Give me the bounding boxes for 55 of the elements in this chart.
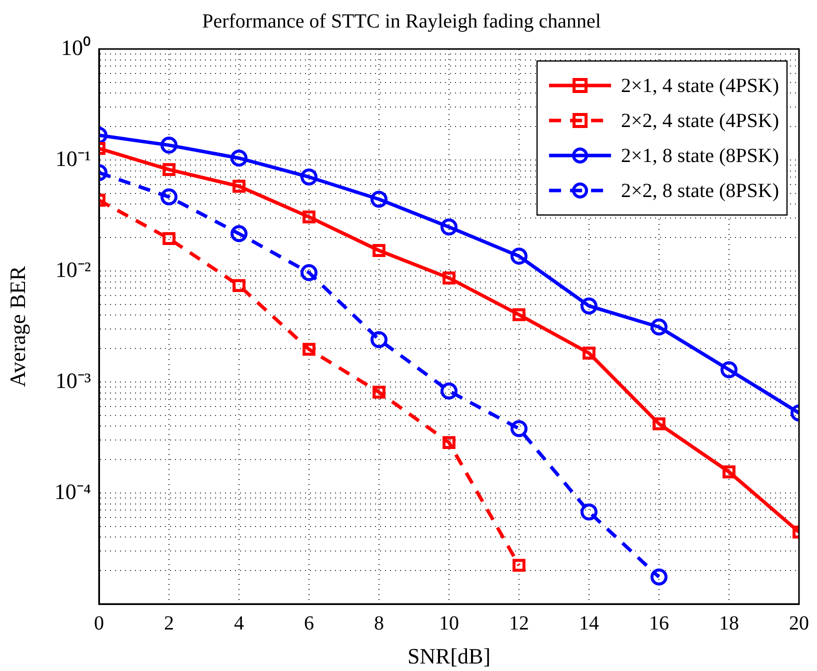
point xyxy=(722,465,736,478)
point xyxy=(652,417,666,430)
point xyxy=(370,331,388,348)
x-tick-label: 6 xyxy=(304,612,314,634)
point xyxy=(162,163,176,176)
point xyxy=(160,188,178,206)
point xyxy=(370,190,388,208)
point xyxy=(580,297,598,314)
point xyxy=(230,150,248,167)
point xyxy=(650,318,668,336)
y-tick-label: 10⁻³ xyxy=(55,368,92,393)
point xyxy=(720,361,738,378)
x-tick-label: 4 xyxy=(234,612,244,634)
point xyxy=(440,382,458,400)
x-tick-label: 12 xyxy=(509,612,529,634)
point xyxy=(302,210,316,224)
x-tick-label: 2 xyxy=(164,612,174,634)
point xyxy=(580,503,598,520)
y-tick-label: 10⁻¹ xyxy=(55,146,91,171)
y-axis-title: Average BER xyxy=(4,266,30,388)
point xyxy=(232,279,246,292)
y-tick-label: 10⁰ xyxy=(61,34,91,60)
y-tick-label: 10⁻⁴ xyxy=(54,478,92,504)
legend-label: 2×1, 8 state (8PSK) xyxy=(621,144,780,167)
x-axis-title: SNR[dB] xyxy=(407,644,491,669)
point xyxy=(302,342,316,356)
point xyxy=(300,264,318,282)
point xyxy=(510,420,528,438)
point xyxy=(162,232,176,246)
point xyxy=(512,558,526,572)
x-tick-label: 0 xyxy=(94,612,104,634)
point xyxy=(232,180,246,193)
x-tick-label: 14 xyxy=(579,612,599,634)
chart-title: Performance of STTC in Rayleigh fading channel xyxy=(202,10,602,32)
point xyxy=(440,218,458,236)
x-tick-label: 16 xyxy=(649,612,669,634)
legend-label: 2×1, 4 state (4PSK) xyxy=(621,74,780,97)
point xyxy=(510,248,528,265)
point xyxy=(582,346,596,360)
x-tick-label: 10 xyxy=(439,612,459,634)
x-tick-label: 8 xyxy=(374,612,384,634)
point xyxy=(372,386,386,399)
point xyxy=(230,225,248,242)
legend-label: 2×2, 4 state (4PSK) xyxy=(621,110,780,132)
x-tick-label: 20 xyxy=(789,612,809,634)
point xyxy=(512,308,526,322)
point xyxy=(650,568,668,586)
point xyxy=(160,136,178,154)
legend-label: 2×2, 8 state (8PSK) xyxy=(621,180,780,202)
point xyxy=(372,244,386,257)
point xyxy=(442,272,456,284)
point xyxy=(442,436,456,449)
y-tick-label: 10⁻² xyxy=(55,256,92,282)
x-tick-label: 18 xyxy=(719,612,739,634)
point xyxy=(300,168,318,186)
